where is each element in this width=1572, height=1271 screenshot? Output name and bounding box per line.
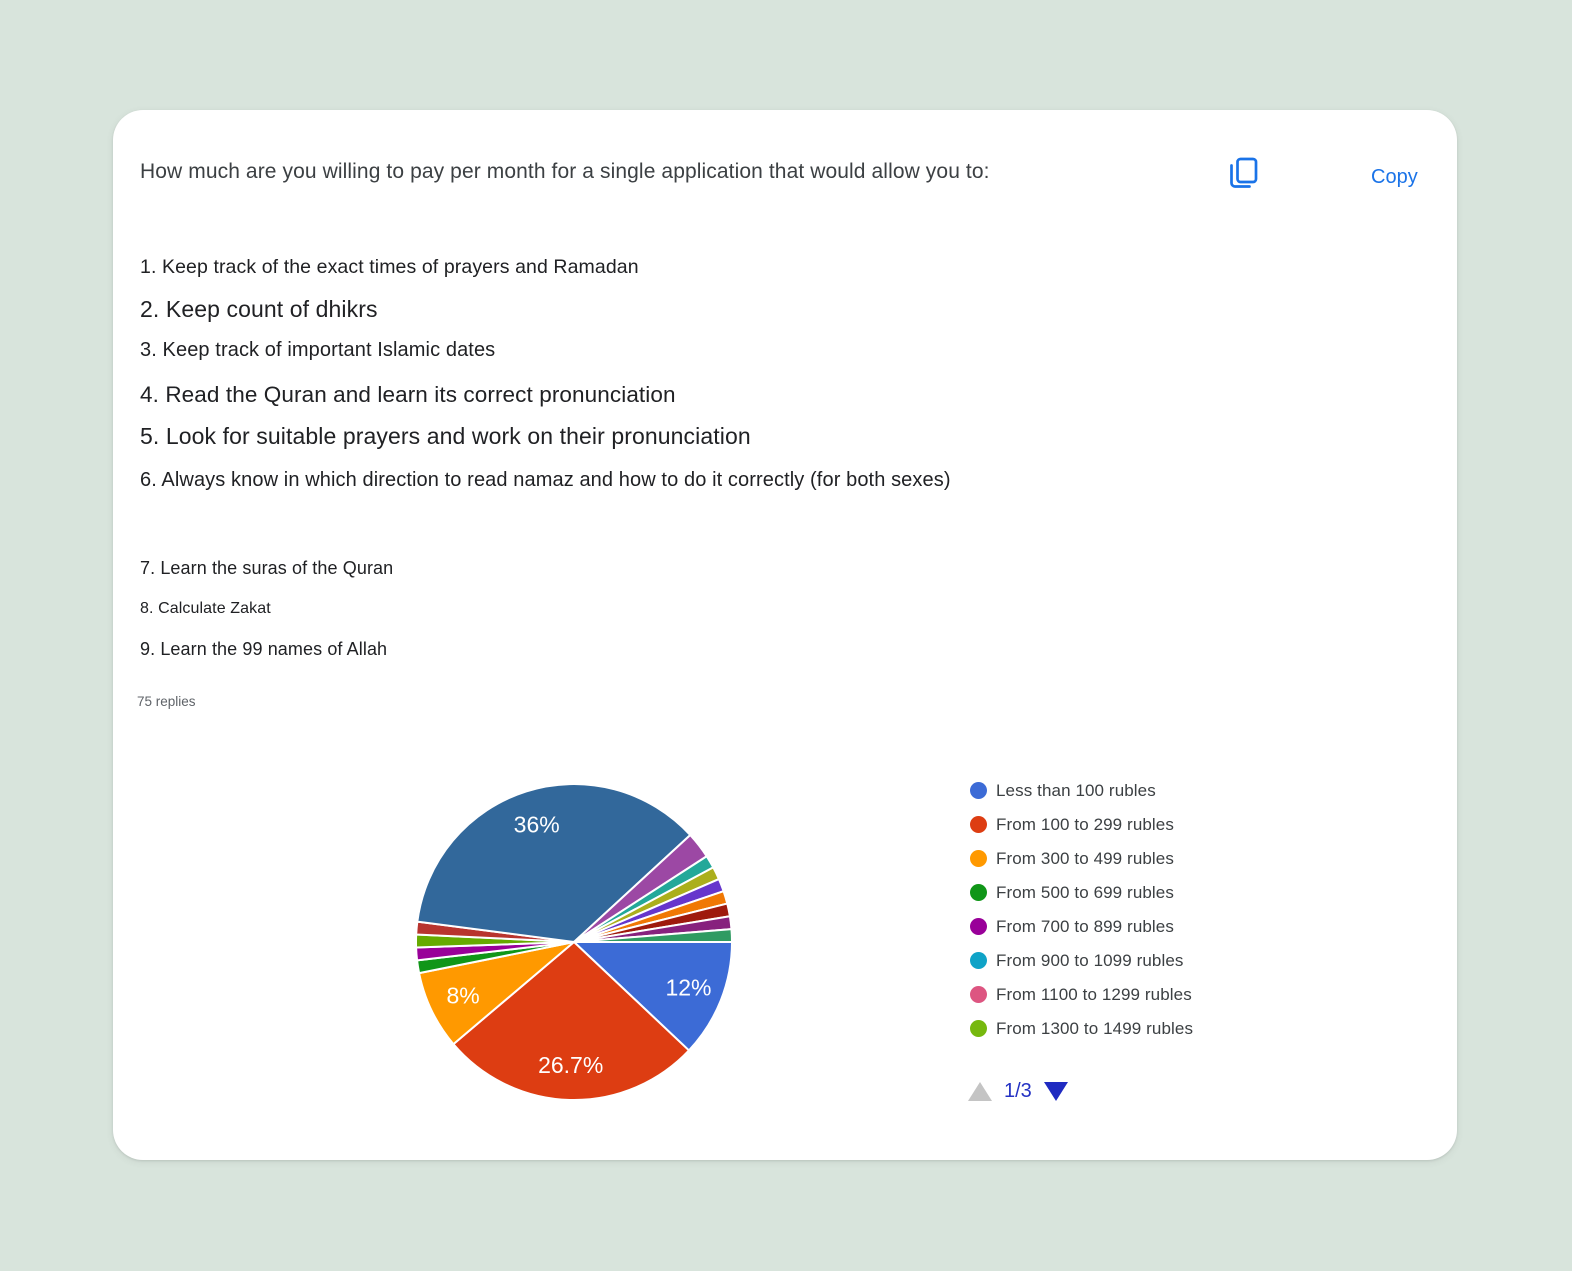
pie-slice-label: 8% bbox=[446, 983, 479, 1009]
legend-label: From 300 to 499 rubles bbox=[996, 848, 1174, 868]
legend-label: Less than 100 rubles bbox=[996, 780, 1156, 800]
question-item: 1. Keep track of the exact times of pray… bbox=[140, 256, 639, 278]
legend-label: From 100 to 299 rubles bbox=[996, 814, 1174, 834]
copy-chart-button[interactable] bbox=[1223, 154, 1263, 194]
question-item: 3. Keep track of important Islamic dates bbox=[140, 339, 496, 361]
replies-count: 75 replies bbox=[137, 694, 196, 709]
chart-legend: Less than 100 rubles From 100 to 299 rub… bbox=[970, 780, 1194, 1054]
legend-label: From 500 to 699 rubles bbox=[996, 882, 1174, 902]
legend-dot bbox=[970, 986, 987, 1003]
legend-dot bbox=[970, 918, 987, 935]
legend-item: From 100 to 299 rubles bbox=[970, 814, 1193, 834]
legend-label: From 700 to 899 rubles bbox=[996, 916, 1174, 936]
question-item: 9. Learn the 99 names of Allah bbox=[140, 639, 388, 659]
legend-item: From 900 to 1099 rubles bbox=[970, 950, 1193, 970]
pie-slice bbox=[452, 941, 690, 1101]
legend-pagination: 1/3 bbox=[968, 1080, 1068, 1103]
legend-label: From 1100 to 1299 rubles bbox=[996, 984, 1192, 1004]
copy-icon bbox=[1223, 157, 1263, 197]
pie-slice bbox=[573, 941, 733, 1052]
pie-slice-label: 36% bbox=[514, 812, 560, 838]
page-down-arrow-icon[interactable] bbox=[1043, 1082, 1068, 1101]
legend-label: From 900 to 1099 rubles bbox=[996, 950, 1184, 970]
legend-item: From 300 to 499 rubles bbox=[970, 848, 1193, 868]
question-results-card: How much are you willing to pay per mont… bbox=[113, 110, 1457, 1160]
page-up-arrow-icon[interactable] bbox=[968, 1082, 992, 1101]
copy-button[interactable]: Copy bbox=[1371, 166, 1418, 188]
question-item: 2. Keep count of dhikrs bbox=[140, 296, 378, 322]
pie-slice-label: 26.7% bbox=[538, 1052, 603, 1078]
question-item: 5. Look for suitable prayers and work on… bbox=[140, 423, 751, 449]
question-item: 8. Calculate Zakat bbox=[140, 600, 271, 617]
legend-dot bbox=[970, 952, 987, 969]
legend-item: Less than 100 rubles bbox=[970, 780, 1193, 800]
legend-item: From 1100 to 1299 rubles bbox=[970, 984, 1193, 1004]
legend-dot bbox=[970, 1020, 987, 1037]
question-title: How much are you willing to pay per mont… bbox=[140, 160, 990, 183]
legend-dot bbox=[970, 884, 987, 901]
legend-dot bbox=[970, 816, 987, 833]
pie-slice bbox=[416, 783, 692, 943]
pie-chart: 12% 26.7% 8% 36% bbox=[412, 780, 736, 1104]
legend-item: From 700 to 899 rubles bbox=[970, 916, 1193, 936]
question-item: 7. Learn the suras of the Quran bbox=[140, 558, 394, 578]
legend-label: From 1300 to 1499 rubles bbox=[996, 1018, 1194, 1038]
legend-dot bbox=[970, 850, 987, 867]
page-indicator: 1/3 bbox=[1004, 1080, 1032, 1102]
legend-dot bbox=[970, 782, 987, 799]
pie-slice bbox=[573, 928, 733, 943]
pie-slice-label: 12% bbox=[665, 975, 711, 1001]
question-item: 6. Always know in which direction to rea… bbox=[140, 469, 951, 491]
legend-item: From 500 to 699 rubles bbox=[970, 882, 1193, 902]
question-item: 4. Read the Quran and learn its correct … bbox=[140, 382, 676, 407]
legend-item: From 1300 to 1499 rubles bbox=[970, 1018, 1194, 1038]
